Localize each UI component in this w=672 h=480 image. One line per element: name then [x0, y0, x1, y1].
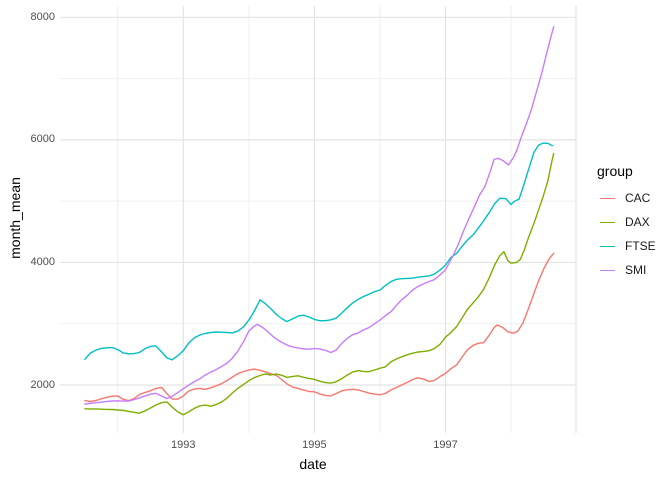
legend-label-FTSE: FTSE — [625, 239, 656, 253]
major-gridlines — [60, 6, 577, 433]
legend-title: group — [597, 163, 633, 179]
y-tick-label-8000: 8000 — [30, 10, 55, 23]
legend-item-SMI: SMI — [597, 258, 672, 282]
y-tick-label-4000: 4000 — [30, 255, 55, 268]
legend: group CAC DAX FTSE SMI — [597, 164, 672, 282]
data-series-lines — [84, 26, 555, 416]
series-line-DAX — [84, 152, 555, 416]
legend-label-DAX: DAX — [625, 215, 650, 229]
legend-key-line-FTSE — [600, 245, 615, 247]
y-axis-title: month_mean — [7, 177, 23, 259]
legend-item-FTSE: FTSE — [597, 234, 672, 258]
x-tick-label-1997: 1997 — [433, 439, 458, 451]
y-tick-label-6000: 6000 — [30, 133, 55, 146]
legend-item-DAX: DAX — [597, 210, 672, 234]
legend-label-SMI: SMI — [625, 263, 647, 277]
legend-key-line-SMI — [600, 269, 615, 271]
legend-item-CAC: CAC — [597, 186, 672, 210]
series-line-CAC — [84, 252, 555, 403]
legend-key-line-DAX — [600, 221, 615, 223]
series-line-FTSE — [84, 142, 554, 361]
y-tick-label-2000: 2000 — [30, 378, 55, 391]
x-tick-label-1993: 1993 — [171, 439, 196, 451]
legend-label-CAC: CAC — [625, 191, 651, 205]
x-tick-label-1995: 1995 — [302, 439, 327, 451]
minor-gridlines — [60, 6, 576, 433]
series-line-SMI — [84, 26, 555, 405]
legend-key-line-CAC — [600, 197, 615, 199]
x-axis-title: date — [299, 456, 327, 472]
legend-items: CAC DAX FTSE SMI — [597, 186, 672, 282]
